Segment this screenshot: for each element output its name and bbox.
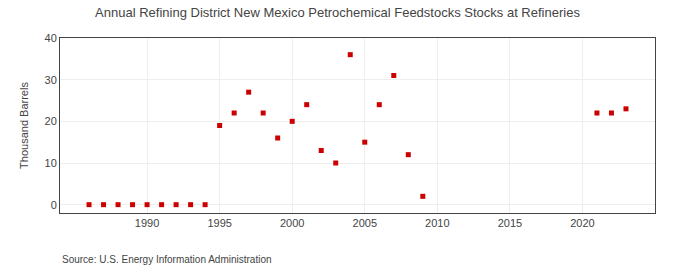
svg-text:Thousand Barrels: Thousand Barrels <box>18 82 30 169</box>
svg-text:40: 40 <box>45 32 57 44</box>
svg-text:2000: 2000 <box>280 217 304 229</box>
svg-text:1995: 1995 <box>207 217 231 229</box>
svg-text:20: 20 <box>45 115 57 127</box>
svg-text:Annual Refining District New M: Annual Refining District New Mexico Petr… <box>95 5 580 20</box>
svg-text:0: 0 <box>51 199 57 211</box>
svg-text:2015: 2015 <box>498 217 522 229</box>
svg-text:2010: 2010 <box>425 217 449 229</box>
svg-text:30: 30 <box>45 74 57 86</box>
svg-text:1990: 1990 <box>135 217 159 229</box>
svg-text:Source: U.S. Energy Informatio: Source: U.S. Energy Information Administ… <box>62 254 272 265</box>
svg-text:2020: 2020 <box>570 217 594 229</box>
svg-text:2005: 2005 <box>353 217 377 229</box>
svg-text:10: 10 <box>45 157 57 169</box>
